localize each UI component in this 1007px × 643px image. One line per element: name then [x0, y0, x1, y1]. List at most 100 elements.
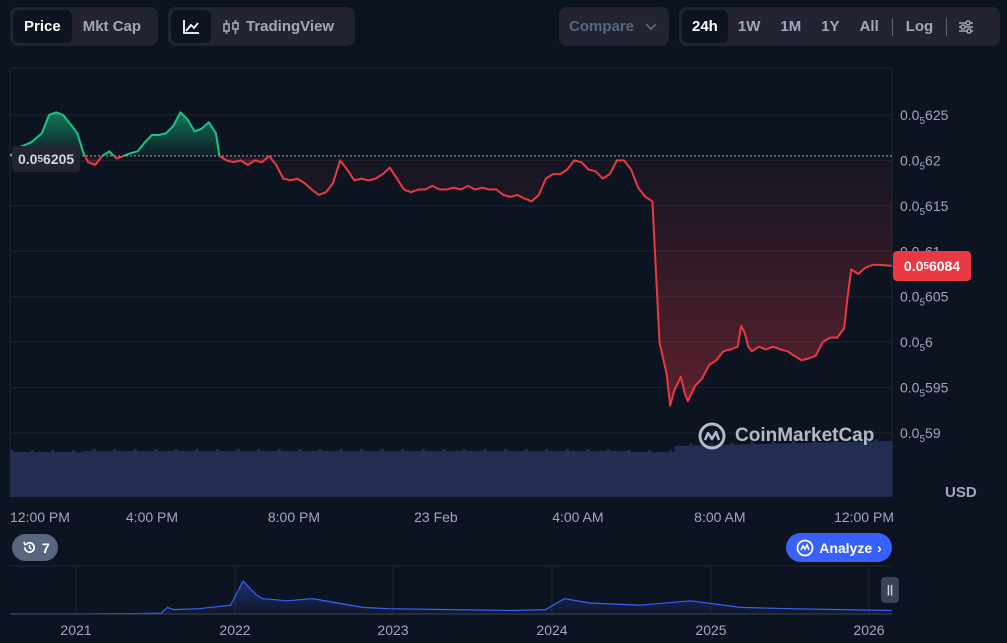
area-below-reference [85, 155, 103, 165]
history-icon [23, 541, 36, 554]
y-axis: 0.056250.05620.056150.05610.056050.0560.… [900, 107, 949, 445]
volume-bar [618, 451, 622, 497]
volume-bar [254, 451, 258, 497]
volume-bar [265, 451, 270, 497]
volume-bar [359, 449, 364, 497]
volume-bar [783, 443, 787, 497]
volume-bar [465, 451, 470, 497]
sliders-icon [959, 19, 974, 34]
volume-bar [647, 450, 652, 497]
volume-bar [221, 451, 226, 497]
tab-price[interactable]: Price [13, 10, 72, 43]
range-24h[interactable]: 24h [682, 10, 728, 43]
navigator-year-label: 2026 [853, 622, 884, 638]
volume-bar [842, 442, 846, 497]
volume-bar [883, 441, 887, 497]
volume-bar [371, 451, 375, 497]
volume-bar [768, 443, 772, 497]
volume-bar [10, 450, 14, 497]
volume-bar [15, 452, 20, 497]
volume-bar [236, 449, 240, 497]
volume-bar [803, 443, 808, 497]
volume-bar [609, 451, 614, 497]
volume-bar [377, 451, 381, 497]
volume-bar [756, 444, 761, 497]
volume-bar [515, 451, 520, 497]
volume-bar [39, 452, 43, 497]
x-tick-label: 8:00 PM [268, 509, 320, 525]
tab-mkt-cap[interactable]: Mkt Cap [82, 18, 142, 35]
analyze-label: Analyze [819, 539, 873, 556]
volume-bar [877, 441, 881, 497]
volume-bar [486, 451, 490, 497]
volume-bar [868, 441, 872, 497]
volume-bar [154, 449, 158, 497]
volume-bar [171, 451, 176, 497]
tradingview-button[interactable]: TradingView [211, 10, 345, 43]
volume-bar [248, 451, 252, 497]
tradingview-label: TradingView [246, 18, 335, 35]
volume-bar [277, 449, 281, 497]
volume-bar [201, 451, 205, 497]
volume-bar [653, 452, 658, 497]
volume-bar [18, 452, 23, 497]
volume-bar [301, 451, 305, 497]
time-range-toggle: 24h 1W 1M 1Y All Log [679, 7, 1000, 46]
volume-bar [674, 445, 678, 497]
volume-bar [712, 445, 716, 497]
volume-bar [709, 443, 714, 497]
navigator-year-label: 2022 [219, 622, 250, 638]
volume-bar [498, 451, 502, 497]
history-button[interactable]: 7 [12, 534, 58, 561]
y-tick-label: 0.056 [900, 334, 933, 354]
volume-bar [412, 451, 417, 497]
price-lines [9, 111, 893, 407]
volume-bar [595, 451, 599, 497]
volume-bar [148, 451, 152, 497]
volume-bar [298, 449, 302, 497]
volume-bar [145, 451, 149, 497]
line-chart-button[interactable] [171, 10, 211, 43]
price-area-fills [10, 112, 893, 406]
volume-bar [283, 451, 287, 497]
volume-bar [245, 451, 249, 497]
volume-bar [521, 451, 525, 497]
volume-bar [683, 445, 687, 497]
volume-bar [827, 442, 831, 497]
volume-bar [86, 451, 90, 497]
volume-bar [157, 451, 161, 497]
volume-bar [12, 452, 17, 497]
volume-bar [794, 443, 799, 497]
volume-bar [336, 451, 340, 497]
volume-bar [453, 451, 458, 497]
x-tick-label: 12:00 PM [834, 509, 894, 525]
volume-bar [224, 451, 228, 497]
volume-bar [212, 451, 217, 497]
volume-bar [874, 439, 878, 497]
chart-settings-button[interactable] [950, 10, 982, 43]
area-below-reference [219, 155, 270, 165]
log-toggle[interactable]: Log [905, 18, 934, 35]
navigator[interactable]: 2021 2022 2023 2024 2025 2026 [10, 565, 893, 638]
volume-bar [54, 452, 58, 497]
area-below-reference [269, 155, 893, 406]
range-1w[interactable]: 1W [737, 18, 761, 35]
volume-bar [142, 451, 146, 497]
volume-bar [389, 451, 393, 497]
range-all[interactable]: All [859, 18, 879, 35]
reference-price-badge: 0.0 5 6205 [12, 146, 81, 172]
analyze-button[interactable]: Analyze › [786, 533, 892, 562]
volume-bar [542, 451, 546, 497]
range-1m[interactable]: 1M [780, 18, 802, 35]
volume-bar [368, 451, 373, 497]
volume-bar [289, 451, 293, 497]
navigator-drag-handle[interactable]: || [881, 577, 899, 603]
volume-bar [118, 451, 123, 497]
range-1y[interactable]: 1Y [821, 18, 840, 35]
volume-bar [415, 451, 420, 497]
volume-bar [239, 451, 243, 497]
compare-dropdown[interactable]: Compare [559, 7, 669, 46]
volume-bar [630, 452, 634, 497]
volume-bar [342, 451, 346, 497]
